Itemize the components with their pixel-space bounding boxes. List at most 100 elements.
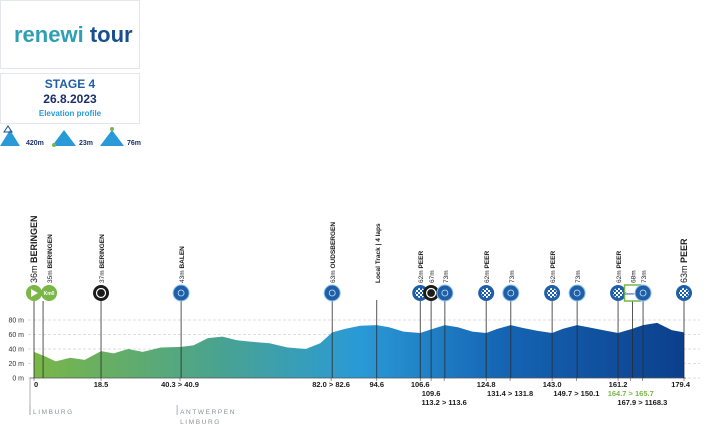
- x-tick-label: 164.7 > 165.7: [608, 389, 654, 398]
- x-tick-label: 94.6: [369, 380, 384, 389]
- x-tick-label: 131.4 > 131.8: [487, 389, 533, 398]
- sprint-ring: [426, 287, 437, 299]
- stat-icon: [3, 125, 13, 133]
- x-tick-label: 82.0 > 82.6: [312, 380, 350, 389]
- marker-label: 73m: [509, 270, 516, 283]
- marker-label: 43m BALEN: [179, 246, 186, 283]
- sprint-icon: [423, 285, 440, 301]
- marker-height: 63m: [330, 270, 337, 283]
- marker-height: 73m: [509, 270, 516, 283]
- marker-place: BALEN: [179, 246, 186, 269]
- marker-label: 68m: [631, 270, 638, 283]
- marker-icon: Km0: [41, 285, 58, 301]
- marker-icon: [568, 284, 586, 302]
- climb-dot: [441, 289, 449, 297]
- marker-label: 62m PEER: [484, 251, 491, 283]
- finish-flag: [679, 288, 689, 298]
- climb-icon: [502, 284, 520, 302]
- subtitle: Elevation profile: [39, 109, 102, 118]
- marker-place: PEER: [616, 251, 623, 269]
- climb-icon: [172, 284, 190, 302]
- y-tick-label: 80 m: [8, 318, 24, 325]
- marker-height: 67m: [429, 270, 436, 283]
- x-tick-label: 149.7 > 150.1: [553, 389, 599, 398]
- climb-icon: [323, 284, 341, 302]
- marker-height: 68m: [631, 270, 638, 283]
- marker-label: 63m OUDSBERGEN: [330, 222, 337, 283]
- y-tick-label: 20 m: [8, 361, 24, 368]
- climb-dot: [573, 289, 581, 297]
- region-label: LIMBURG: [33, 409, 74, 416]
- y-tick-label: 40 m: [8, 347, 24, 354]
- x-tick-label: 167.9 > 1168.3: [617, 398, 667, 407]
- marker-label: 62m PEER: [616, 251, 623, 283]
- x-tick-label: 113.2 > 113.6: [422, 398, 467, 407]
- marker-icon: [323, 284, 341, 302]
- marker-height: 73m: [641, 270, 648, 283]
- logo-brand: renewi: [14, 22, 84, 47]
- marker-icon: [502, 284, 520, 302]
- marker-height: 62m: [616, 270, 623, 283]
- x-tick-label: 179.4: [671, 380, 691, 389]
- marker-icon: [676, 285, 692, 301]
- stat-icon: [52, 130, 76, 146]
- x-tick-label: 18.5: [94, 380, 109, 389]
- start-arrow: [31, 289, 38, 297]
- y-tick-label: 0 m: [12, 376, 24, 383]
- marker-height: 63m: [679, 265, 689, 283]
- marker-icon: [478, 285, 495, 301]
- marker-height: 43m: [179, 270, 186, 283]
- marker-icon: [634, 284, 652, 302]
- x-tick-label: 161.2: [609, 380, 628, 389]
- climb-dot: [639, 289, 647, 297]
- km0-icon: [41, 285, 58, 301]
- marker-icon: [544, 285, 561, 301]
- logo-box: [0, 0, 140, 69]
- stat-icon: [110, 127, 114, 131]
- climb-icon: [436, 284, 454, 302]
- finish-flag: [481, 288, 492, 298]
- stat-max: 76m: [127, 140, 141, 147]
- stat-min: 23m: [79, 140, 93, 147]
- marker-icon: [93, 285, 110, 301]
- climb-icon: [568, 284, 586, 302]
- marker-label: Local Track | 4 laps: [375, 223, 382, 283]
- climb-icon: [634, 284, 652, 302]
- marker-height: 62m: [484, 270, 491, 283]
- marker-height: 73m: [443, 270, 450, 283]
- marker-place: PEER: [550, 251, 557, 269]
- marker-place: PEER: [418, 251, 425, 269]
- stat-icon: [0, 130, 20, 146]
- marker-place: Local Track | 4 laps: [375, 223, 382, 283]
- marker-label: 63m PEER: [679, 238, 689, 283]
- marker-icon: [26, 285, 42, 301]
- marker-height: 73m: [575, 270, 582, 283]
- marker-label: 67m: [429, 270, 436, 283]
- marker-icon: [172, 284, 190, 302]
- green-km-text: Green KM: [624, 292, 641, 296]
- x-tick-label: 124.8: [477, 380, 496, 389]
- region-label: ANTWERPEN: [180, 409, 236, 416]
- elevation-area: [34, 322, 684, 378]
- x-tick-label: 143.0: [543, 380, 562, 389]
- sprint-ring: [95, 287, 107, 299]
- km0-text: Km0: [44, 291, 55, 297]
- marker-place: BERINGEN: [99, 234, 106, 269]
- marker-place: PEER: [679, 238, 689, 263]
- climb-dot: [507, 289, 515, 297]
- stat-icon: [100, 130, 124, 146]
- y-tick-label: 60 m: [8, 332, 24, 339]
- x-tick-label: 40.3 > 40.9: [161, 380, 199, 389]
- climb-dot: [328, 289, 336, 297]
- marker-place: BERINGEN: [47, 234, 54, 269]
- climb-dot: [177, 289, 185, 297]
- finish-flag: [415, 288, 426, 298]
- stat-climb: 420m: [26, 140, 44, 147]
- marker-label: 36m BERINGEN: [29, 215, 39, 283]
- stage-box: [0, 73, 140, 124]
- date: 26.8.2023: [43, 92, 97, 106]
- marker-height: 36m: [29, 265, 39, 283]
- marker-label: 62m PEER: [418, 251, 425, 283]
